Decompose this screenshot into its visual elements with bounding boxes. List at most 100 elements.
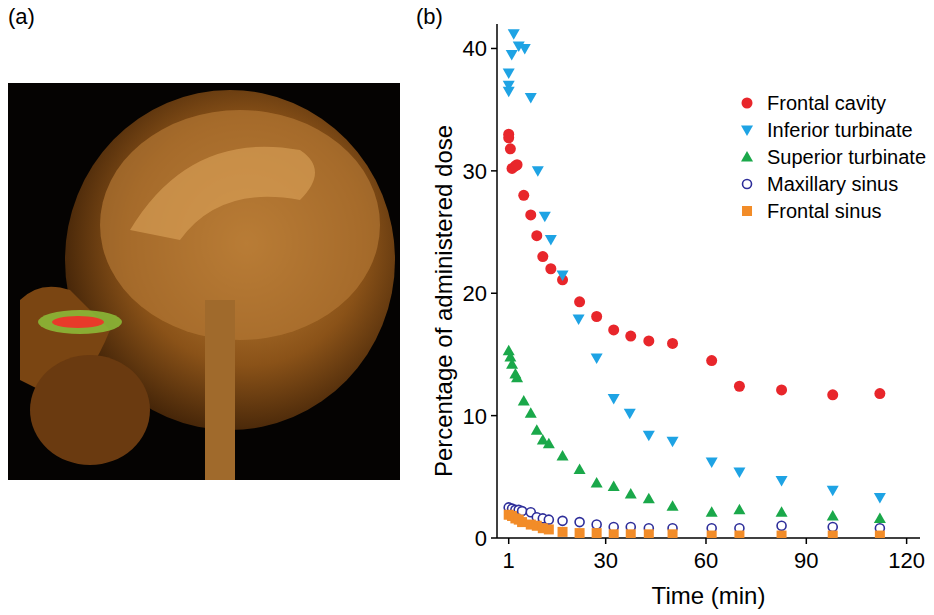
data-point [643,335,654,346]
legend-marker [743,180,752,189]
data-point [544,515,553,524]
data-point [667,338,678,349]
data-point [733,504,745,514]
data-point [508,29,520,40]
data-point [558,527,568,537]
y-axis [496,24,498,538]
data-point [777,521,786,530]
data-point [518,395,530,406]
data-point [608,481,620,492]
data-point [874,388,885,399]
legend-marker [741,126,753,137]
data-point [776,384,787,395]
figure: (a)(b)1306090120010203040Time (min)Perce… [0,0,934,615]
data-point [643,431,655,442]
plot-marks [503,29,886,538]
data-point [874,493,886,504]
data-point [706,355,717,366]
x-tick [705,538,707,544]
y-tick-label: 10 [463,404,487,429]
data-point [827,510,839,521]
data-point [574,296,585,307]
nasal-signal [38,310,122,334]
data-point [667,437,679,448]
data-point [503,68,515,79]
data-point [512,159,523,170]
jaw [30,355,150,465]
data-point [525,209,536,220]
x-tick-label: 120 [888,548,925,573]
data-point [518,190,529,201]
panel-label: (a) [8,4,35,29]
data-point [706,458,718,469]
legend-marker [742,206,752,216]
data-point [517,517,527,527]
data-point [625,488,637,499]
data-point [503,345,515,356]
y-tick [491,48,497,50]
x-tick-label: 30 [593,548,617,573]
legend: Frontal cavityInferior turbinateSuperior… [741,92,926,222]
data-point [575,518,584,527]
data-point [624,409,636,420]
legend-label: Maxillary sinus [767,173,898,195]
legend-label: Frontal sinus [767,200,882,222]
data-point [827,486,839,497]
data-point [667,500,679,511]
legend-marker [742,98,753,109]
data-point [777,531,787,538]
data-point [525,407,537,418]
data-point [574,463,586,474]
data-point [734,381,745,392]
axes: 1306090120010203040 [463,24,925,573]
brainstem [205,300,235,480]
data-point [557,450,569,461]
data-point [558,516,567,525]
x-tick [508,538,510,544]
data-point [591,477,603,488]
data-point [608,324,619,335]
data-point [505,143,516,154]
y-tick-label: 30 [463,159,487,184]
data-point [608,394,620,405]
x-tick [605,538,607,544]
data-point [592,520,601,529]
data-point [828,522,837,531]
data-point [734,531,744,538]
data-point [543,438,555,449]
x-tick-label: 1 [503,548,515,573]
y-axis-title: Percentage of administered dose [430,125,457,477]
x-tick [906,538,908,544]
data-point [592,528,602,538]
data-point [525,93,537,104]
panel-label: (b) [416,4,443,29]
data-point [519,44,531,55]
data-point [511,372,523,383]
data-point [668,529,678,538]
corpus [130,147,315,240]
y-tick [491,415,497,417]
x-tick [806,538,808,544]
data-point [506,50,518,61]
data-point [827,389,838,400]
data-point [537,251,548,262]
data-point [545,263,556,274]
legend-label: Frontal cavity [767,92,886,114]
y-tick [491,537,497,539]
data-point [503,87,515,98]
mri-image [8,83,400,480]
series [503,29,886,503]
legend-label: Inferior turbinate [767,119,913,141]
y-tick [491,170,497,172]
brain [100,110,380,340]
data-point [733,467,745,478]
data-point [644,529,654,538]
data-point [776,476,788,487]
data-point [591,354,603,365]
y-tick-label: 0 [475,526,487,551]
image-background [8,83,400,480]
y-tick [491,292,497,294]
x-tick-label: 90 [794,548,818,573]
y-tick-label: 20 [463,281,487,306]
series [503,129,885,401]
